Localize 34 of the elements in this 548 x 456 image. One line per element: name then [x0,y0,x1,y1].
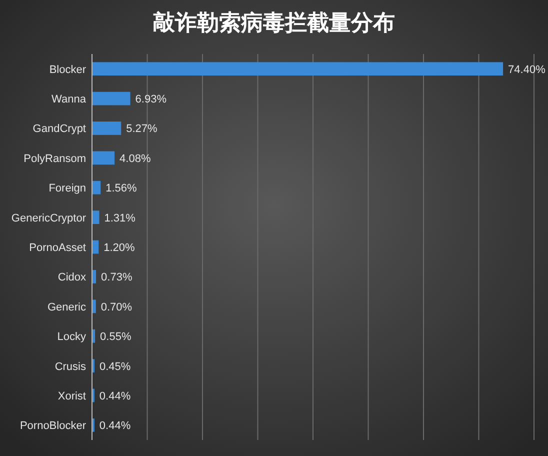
y-tick-label: Foreign [48,182,86,195]
data-label: 0.73% [101,272,132,284]
chart-title: 敲诈勒索病毒拦截量分布 [153,10,395,35]
y-tick-label: Locky [57,331,86,344]
bar [92,62,504,76]
data-label: 0.70% [100,301,132,314]
y-tick-label: Cidox [58,272,86,284]
y-tick-label: GandCrypt [32,123,86,136]
y-tick-label: GenericCryptor [11,212,86,224]
bar [92,180,101,194]
data-label: 0.45% [99,360,131,373]
data-label: 0.55% [100,331,132,344]
bar [92,151,115,165]
data-label: 1.56% [106,182,138,195]
y-tick-label: Crusis [54,360,86,373]
bar [92,92,130,106]
y-tick-label: Wanna [52,94,87,106]
data-label: 0.44% [99,420,131,432]
y-tick-label: Generic [47,301,86,314]
y-tick-label: PornoBlocker [20,420,86,432]
y-tick-label: PolyRansom [24,152,86,165]
data-label: 1.20% [104,242,136,254]
data-label: 6.93% [135,94,167,106]
bar [92,300,96,314]
y-tick-label: Blocker [49,64,86,76]
bar [92,210,100,224]
data-label: 74.40% [508,64,546,76]
data-label: 0.44% [99,390,131,402]
bar [92,122,122,135]
y-tick-label: PornoAsset [29,242,86,254]
data-label: 4.08% [120,152,151,165]
data-label: 5.27% [126,123,158,136]
y-tick-label: Xorist [58,390,86,402]
data-label: 1.31% [104,212,136,224]
